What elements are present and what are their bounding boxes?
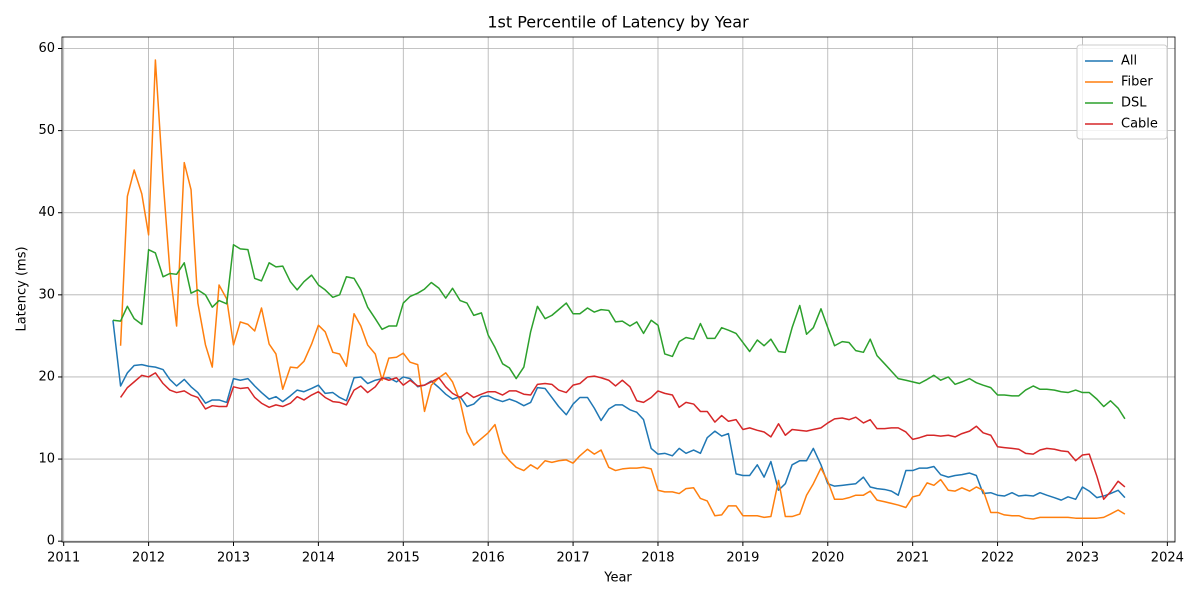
- plot-frame: [61, 36, 1176, 543]
- x-tick-label: 2020: [811, 551, 844, 566]
- series-line: [119, 59, 1126, 520]
- chart-title: 1st Percentile of Latency by Year: [487, 13, 749, 32]
- x-tick-label: 2015: [387, 551, 420, 566]
- x-tick-label: 2017: [557, 551, 590, 566]
- x-tick-label: 2012: [132, 551, 165, 566]
- series-line: [112, 320, 1126, 501]
- legend-label: Cable: [1121, 117, 1158, 132]
- x-tick-label: 2021: [896, 551, 929, 566]
- x-tick-label: 2023: [1066, 551, 1099, 566]
- x-tick-label: 2024: [1151, 551, 1184, 566]
- y-axis-label: Latency (ms): [15, 246, 30, 331]
- legend-label: DSL: [1121, 96, 1147, 111]
- y-tick-label: 50: [38, 123, 55, 138]
- y-tick-label: 60: [38, 41, 55, 56]
- x-tick-label: 2022: [981, 551, 1014, 566]
- y-tick-label: 10: [38, 452, 55, 467]
- x-tick-label: 2014: [302, 551, 335, 566]
- y-tick-label: 40: [38, 205, 55, 220]
- series-line: [119, 372, 1126, 501]
- y-tick-label: 0: [47, 534, 55, 549]
- legend: All Fiber DSL Cable: [1076, 44, 1168, 140]
- legend-label: Fiber: [1121, 75, 1153, 90]
- x-axis-label: Year: [603, 571, 632, 586]
- x-tick-label: 2013: [217, 551, 250, 566]
- series-line: [112, 244, 1126, 420]
- x-tick-label: 2019: [726, 551, 759, 566]
- legend-box: [1076, 44, 1168, 140]
- x-tick-label: 2011: [47, 551, 80, 566]
- y-tick-label: 30: [38, 287, 55, 302]
- x-tick-label: 2018: [641, 551, 674, 566]
- y-tick-label: 20: [38, 369, 55, 384]
- legend-label: All: [1121, 54, 1137, 69]
- x-tick-label: 2016: [472, 551, 505, 566]
